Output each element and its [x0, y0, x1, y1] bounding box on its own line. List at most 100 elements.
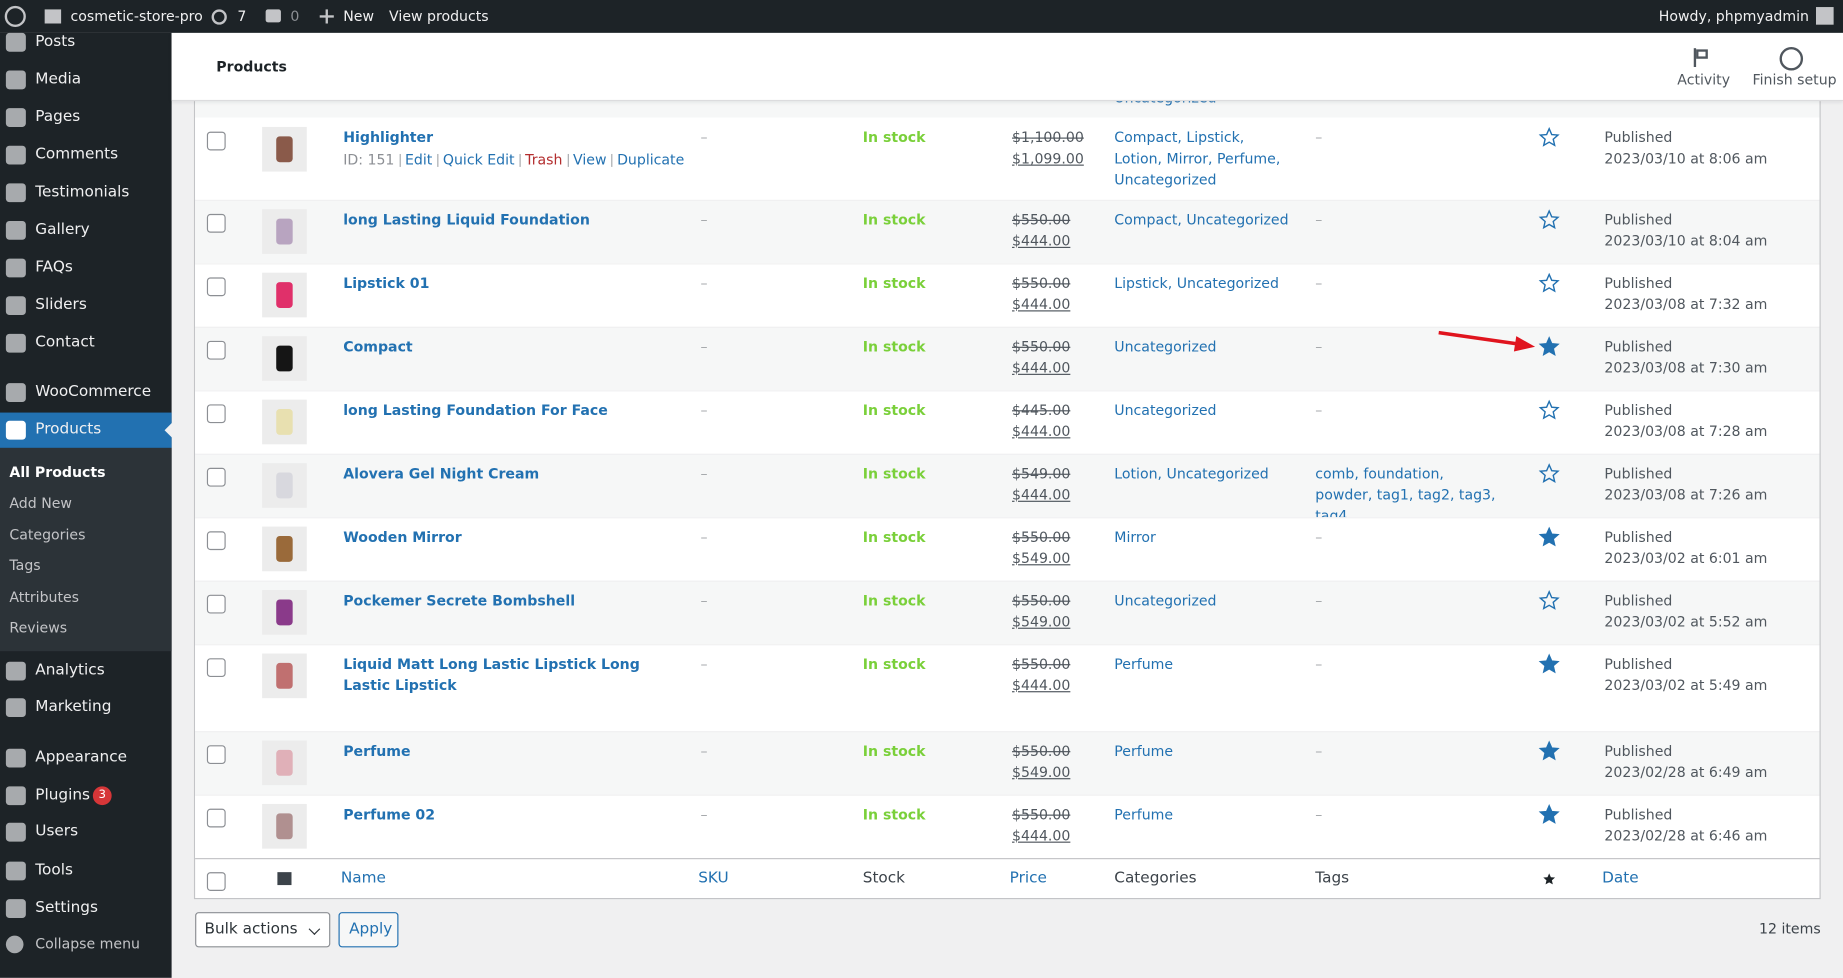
menu-item[interactable]: Contact [35, 333, 95, 352]
row-checkbox[interactable] [206, 340, 226, 360]
menu-item[interactable]: FAQs [35, 258, 73, 277]
product-name[interactable]: Alovera Gel Night Cream [343, 465, 540, 482]
page-header [171, 32, 1843, 102]
menu-item[interactable]: Posts [35, 32, 76, 51]
column-header[interactable]: SKU [698, 869, 729, 888]
row-checkbox[interactable] [206, 277, 226, 297]
row-action[interactable]: Duplicate [617, 151, 685, 169]
submenu-item[interactable]: Add New [9, 494, 72, 512]
activity[interactable]: Activity [1677, 71, 1731, 89]
column-header[interactable]: Name [340, 869, 386, 888]
cut-row [195, 99, 1820, 118]
product-name[interactable]: Pockemer Secrete Bombshell [343, 592, 576, 609]
menu-item[interactable]: Sliders [35, 296, 87, 314]
menu-item[interactable]: Analytics [35, 661, 105, 680]
site-name[interactable]: cosmetic-store-pro [70, 8, 203, 25]
menu-item[interactable]: Products [35, 420, 102, 439]
comments-count[interactable]: 0 [290, 8, 300, 25]
categories[interactable]: Uncategorized [1114, 338, 1217, 355]
product-name[interactable]: Liquid Matt Long Lastic Lipstick Long La… [343, 655, 640, 694]
row-checkbox[interactable] [206, 404, 226, 424]
bulk-actions-label[interactable]: Bulk actions [204, 920, 298, 938]
view-products[interactable]: View products [389, 8, 489, 25]
footer-checkbox[interactable] [206, 872, 226, 891]
row-action[interactable]: Quick Edit [442, 151, 515, 169]
submenu-item[interactable]: Reviews [9, 619, 68, 636]
product-name[interactable]: Wooden Mirror [343, 528, 462, 546]
thumbnail-object [276, 282, 293, 308]
menu-item[interactable]: Media [35, 70, 82, 89]
submenu-item[interactable]: All Products [9, 464, 106, 481]
featured-star[interactable] [1538, 336, 1560, 357]
row-checkbox[interactable] [206, 594, 226, 614]
menu-item[interactable]: Users [35, 822, 79, 841]
featured-star[interactable] [1538, 526, 1560, 548]
categories[interactable]: Uncategorized [1114, 401, 1217, 419]
featured-star[interactable] [1538, 740, 1560, 762]
featured-star[interactable] [1538, 590, 1560, 611]
categories[interactable]: Mirror [1114, 528, 1156, 546]
column-header[interactable]: Price [1009, 869, 1047, 888]
menu-item[interactable]: Settings [35, 899, 98, 917]
apply-label[interactable]: Apply [349, 920, 393, 938]
tags: – [1315, 742, 1323, 760]
featured-star[interactable] [1538, 399, 1560, 421]
featured-star[interactable] [1538, 126, 1560, 148]
product-name[interactable]: long Lasting Foundation For Face [343, 401, 608, 419]
featured-star[interactable] [1538, 653, 1560, 675]
howdy[interactable]: Howdy, phpmyadmin [1658, 8, 1809, 25]
categories[interactable]: Lotion, Uncategorized [1114, 465, 1269, 482]
menu-item[interactable]: Gallery [35, 220, 90, 239]
row-checkbox[interactable] [206, 745, 226, 765]
categories[interactable]: Perfume [1114, 742, 1174, 760]
updates-count[interactable]: 7 [237, 8, 247, 25]
menu-icon [5, 698, 26, 717]
row-checkbox[interactable] [206, 658, 226, 678]
row-checkbox[interactable] [206, 808, 226, 828]
product-name[interactable]: Perfume [343, 742, 411, 760]
column-header[interactable]: Date [1602, 869, 1639, 888]
row-checkbox[interactable] [206, 531, 226, 551]
submenu-item[interactable]: Tags [9, 557, 41, 574]
menu-item[interactable]: Appearance [35, 748, 128, 767]
categories[interactable]: Compact, Lipstick, Lotion, Mirror, Perfu… [1114, 129, 1281, 189]
categories[interactable]: Perfume [1114, 806, 1174, 823]
collapse-icon [5, 935, 24, 954]
categories[interactable]: Uncategorized [1114, 592, 1217, 609]
menu-item[interactable]: Tools [35, 861, 73, 880]
product-name[interactable]: Perfume 02 [343, 806, 436, 823]
row-border [195, 731, 1820, 733]
menu-item[interactable]: Comments [35, 145, 119, 164]
row-action[interactable]: Edit [404, 151, 433, 169]
date: 2023/03/08 at 7:32 am [1604, 296, 1768, 313]
product-name[interactable]: Compact [343, 338, 413, 355]
featured-star[interactable] [1538, 209, 1560, 230]
product-name[interactable]: Lipstick 01 [343, 275, 430, 292]
new-link[interactable]: New [343, 8, 374, 25]
row-checkbox[interactable] [206, 467, 226, 487]
featured-star[interactable] [1538, 463, 1560, 484]
submenu-item[interactable]: Attributes [9, 588, 80, 606]
row-checkbox[interactable] [206, 131, 226, 151]
apply-button[interactable] [338, 912, 399, 948]
submenu-item[interactable]: Categories [9, 526, 86, 544]
row-checkbox[interactable] [206, 213, 226, 233]
product-name[interactable]: long Lasting Liquid Foundation [343, 211, 590, 229]
menu-item[interactable]: Pages [35, 108, 81, 126]
categories[interactable]: Lipstick, Uncategorized [1114, 275, 1279, 292]
featured-star[interactable] [1538, 803, 1560, 825]
product-name[interactable]: Highlighter [343, 129, 434, 146]
collapse-menu[interactable]: Collapse menu [35, 935, 140, 953]
bulk-actions-select[interactable] [195, 912, 331, 948]
regular-price: $550.00 [1012, 742, 1071, 760]
featured-star[interactable] [1538, 272, 1560, 294]
categories[interactable]: Perfume [1114, 655, 1174, 673]
finish-setup[interactable]: Finish setup [1752, 71, 1837, 89]
menu-item[interactable]: Testimonials [35, 183, 130, 201]
menu-item[interactable]: WooCommerce [35, 383, 152, 401]
menu-item[interactable]: Marketing [35, 698, 112, 716]
categories[interactable]: Compact, Uncategorized [1114, 211, 1289, 229]
row-action[interactable]: View [573, 151, 607, 169]
menu-item[interactable]: Plugins [35, 786, 91, 804]
row-action[interactable]: Trash [525, 151, 563, 169]
